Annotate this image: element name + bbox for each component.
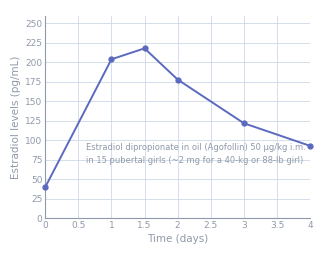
Text: Estradiol dipropionate in oil (Agofollin) 50 μg/kg i.m.
in 15 pubertal girls (~2: Estradiol dipropionate in oil (Agofollin…: [86, 143, 306, 165]
Y-axis label: Estradiol levels (pg/mL): Estradiol levels (pg/mL): [11, 55, 21, 179]
X-axis label: Time (days): Time (days): [147, 234, 208, 244]
